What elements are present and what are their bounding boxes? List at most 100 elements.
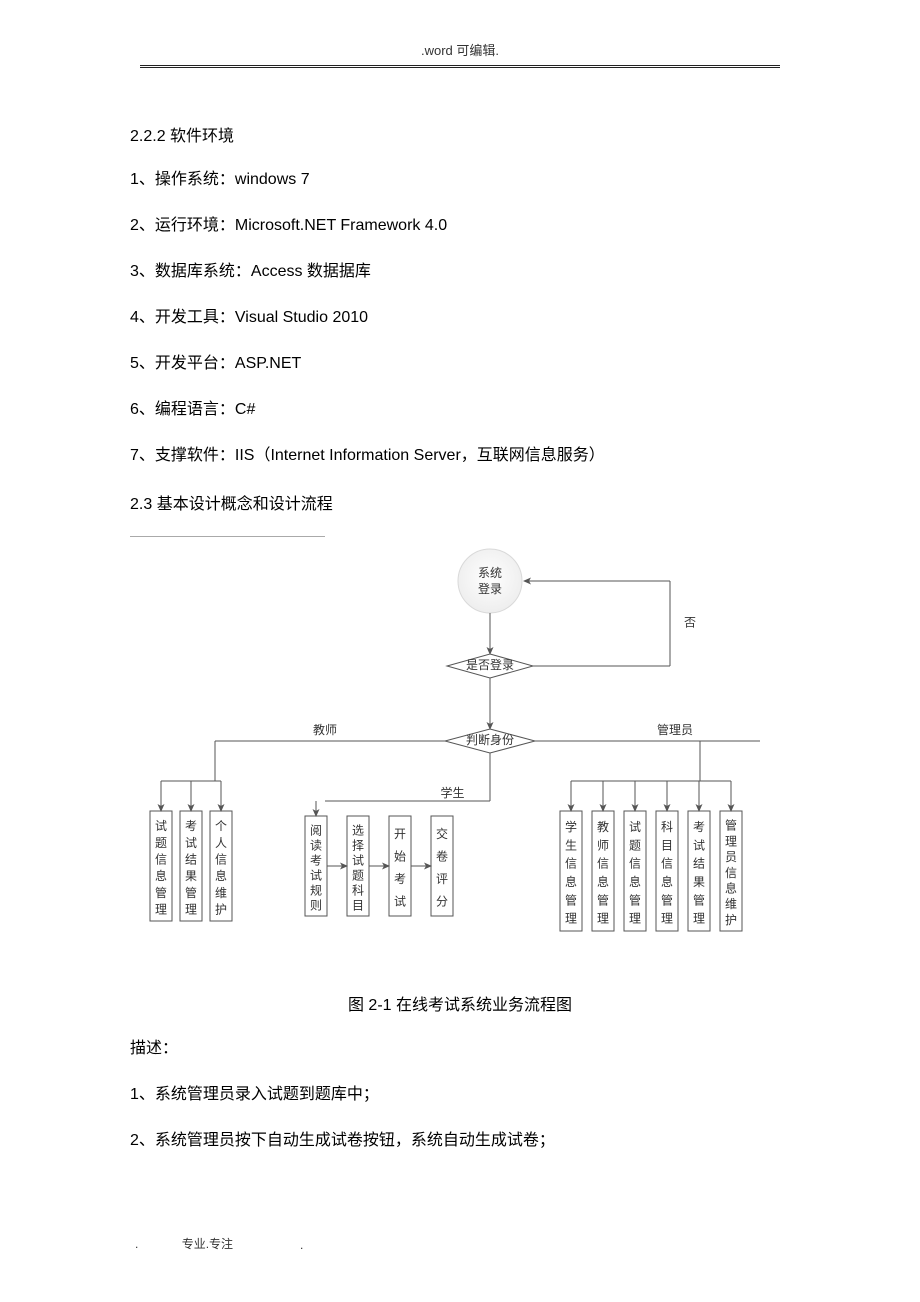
svg-text:员: 员: [725, 850, 737, 864]
svg-text:管: 管: [185, 885, 197, 900]
svg-text:题: 题: [629, 838, 641, 852]
para-4: 4、开发工具：Visual Studio 2010: [130, 306, 790, 330]
svg-text:考: 考: [310, 853, 322, 867]
footer-text: 专业.专注: [182, 1237, 233, 1251]
svg-text:师: 师: [597, 838, 609, 852]
svg-text:信: 信: [597, 857, 609, 871]
svg-text:教: 教: [597, 819, 609, 834]
svg-text:息: 息: [661, 874, 673, 889]
svg-text:理: 理: [693, 912, 705, 926]
svg-text:息: 息: [629, 874, 641, 889]
svg-text:理: 理: [725, 834, 737, 848]
svg-text:息: 息: [565, 874, 577, 889]
para-1: 1、操作系统：windows 7: [130, 168, 790, 192]
svg-text:考: 考: [394, 872, 406, 886]
svg-text:理: 理: [597, 912, 609, 926]
svg-text:考: 考: [693, 820, 705, 834]
svg-text:学: 学: [565, 819, 577, 834]
svg-text:题: 题: [155, 836, 167, 850]
svg-text:理: 理: [565, 912, 577, 926]
svg-text:管: 管: [693, 892, 705, 907]
svg-text:信: 信: [155, 852, 167, 866]
flowchart-diagram: 系统登录是否登录否判断身份教师管理员学生试题信息管理考试结果管理个人信息维护阅读…: [130, 536, 790, 971]
svg-text:择: 择: [352, 838, 364, 852]
svg-text:理: 理: [661, 912, 673, 926]
svg-text:试: 试: [394, 894, 406, 909]
svg-text:试: 试: [155, 818, 167, 833]
para-7: 7、支撑软件：IIS（Internet Information Server，互…: [130, 444, 790, 468]
svg-text:评: 评: [436, 872, 448, 886]
svg-text:信: 信: [565, 857, 577, 871]
svg-text:试: 试: [629, 819, 641, 834]
svg-text:试: 试: [693, 837, 705, 852]
svg-text:目: 目: [661, 838, 673, 852]
svg-text:管: 管: [725, 818, 737, 833]
header-text: .word 可编辑.: [421, 43, 499, 58]
figure-caption: 图 2-1 在线考试系统业务流程图: [130, 991, 790, 1015]
svg-text:结: 结: [185, 852, 197, 866]
para-6: 6、编程语言：C#: [130, 398, 790, 422]
svg-text:始: 始: [394, 850, 406, 864]
svg-text:人: 人: [215, 836, 227, 850]
heading-222: 2.2.2 软件环境: [130, 122, 790, 146]
footer-dot-left: .: [135, 1237, 138, 1251]
para-2: 2、运行环境：Microsoft.NET Framework 4.0: [130, 214, 790, 238]
svg-text:果: 果: [185, 869, 197, 883]
page-header: .word 可编辑.: [0, 0, 920, 70]
svg-text:考: 考: [185, 819, 197, 833]
svg-text:理: 理: [185, 902, 197, 916]
svg-text:个: 个: [215, 819, 227, 833]
svg-text:结: 结: [693, 857, 705, 871]
svg-text:则: 则: [310, 898, 322, 912]
svg-text:目: 目: [352, 898, 364, 912]
svg-text:是否登录: 是否登录: [466, 657, 514, 672]
svg-text:信: 信: [725, 866, 737, 880]
svg-text:维: 维: [215, 886, 227, 900]
svg-text:护: 护: [215, 902, 227, 916]
svg-text:维: 维: [725, 897, 737, 911]
para-3: 3、数据库系统：Access 数据据库: [130, 260, 790, 284]
svg-text:理: 理: [155, 902, 167, 916]
svg-text:学生: 学生: [440, 785, 464, 800]
svg-text:息: 息: [155, 868, 167, 883]
svg-text:果: 果: [693, 875, 705, 889]
svg-text:阅: 阅: [310, 823, 322, 837]
svg-text:生: 生: [565, 838, 577, 852]
svg-text:判断身份: 判断身份: [466, 732, 514, 747]
svg-text:管: 管: [155, 885, 167, 900]
desc-2: 2、系统管理员按下自动生成试卷按钮，系统自动生成试卷；: [130, 1129, 790, 1153]
svg-text:系统: 系统: [478, 566, 502, 580]
svg-text:管: 管: [565, 892, 577, 907]
page: .word 可编辑. 2.2.2 软件环境 1、操作系统：windows 7 2…: [0, 0, 920, 1302]
para-5: 5、开发平台：ASP.NET: [130, 352, 790, 376]
svg-text:登录: 登录: [478, 581, 502, 596]
desc-label: 描述：: [130, 1037, 790, 1061]
svg-text:息: 息: [215, 868, 227, 883]
svg-text:科: 科: [352, 883, 364, 897]
svg-text:管理员: 管理员: [657, 722, 693, 737]
svg-text:理: 理: [629, 912, 641, 926]
footer-dot-right: .: [300, 1238, 303, 1252]
footer-left: . 专业.专注: [135, 1235, 233, 1252]
flowchart-svg: 系统登录是否登录否判断身份教师管理员学生试题信息管理考试结果管理个人信息维护阅读…: [130, 536, 790, 966]
svg-text:息: 息: [597, 874, 609, 889]
svg-text:息: 息: [725, 880, 737, 895]
svg-text:管: 管: [661, 892, 673, 907]
svg-text:试: 试: [310, 867, 322, 882]
svg-text:信: 信: [215, 852, 227, 866]
svg-text:开: 开: [394, 827, 406, 841]
svg-text:题: 题: [352, 868, 364, 882]
svg-text:试: 试: [352, 852, 364, 867]
svg-text:选: 选: [352, 823, 364, 837]
svg-text:信: 信: [629, 857, 641, 871]
heading-23: 2.3 基本设计概念和设计流程: [130, 490, 790, 514]
svg-text:试: 试: [185, 835, 197, 850]
content-area: 2.2.2 软件环境 1、操作系统：windows 7 2、运行环境：Micro…: [130, 70, 790, 1153]
desc-1: 1、系统管理员录入试题到题库中；: [130, 1083, 790, 1107]
svg-text:管: 管: [629, 892, 641, 907]
svg-text:规: 规: [310, 882, 322, 897]
svg-text:管: 管: [597, 892, 609, 907]
svg-text:交: 交: [436, 826, 448, 841]
svg-text:卷: 卷: [436, 849, 448, 864]
svg-text:科: 科: [661, 820, 673, 834]
